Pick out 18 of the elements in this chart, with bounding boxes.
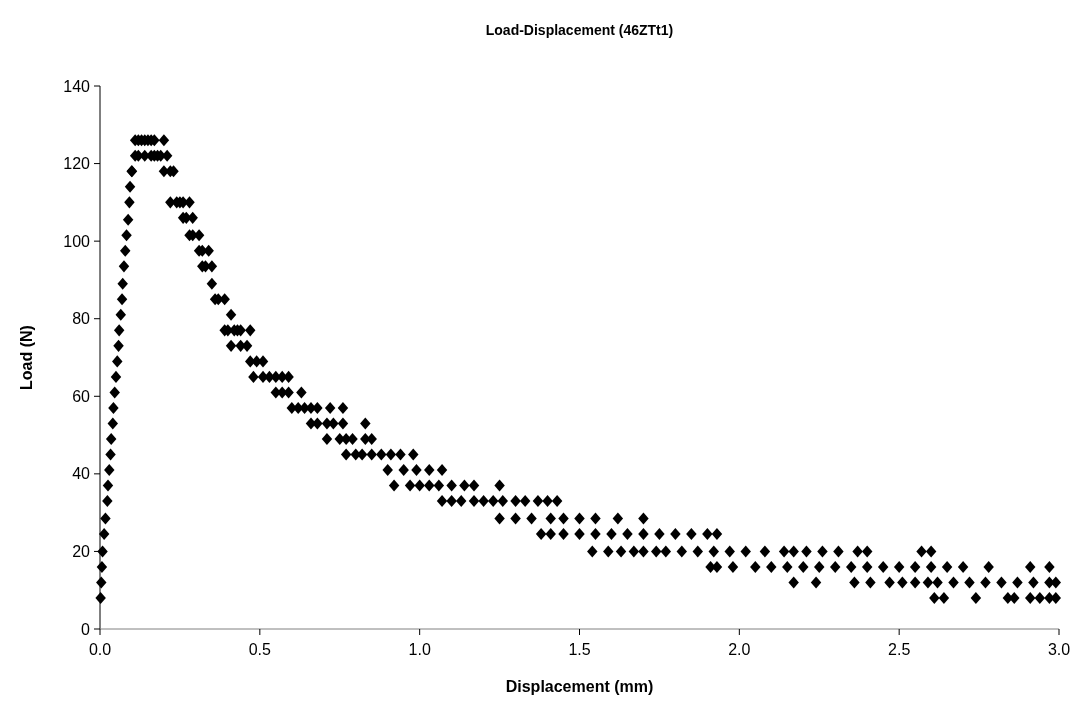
x-tick-label: 0.5 [248,641,272,658]
x-tick-label: 2.0 [728,641,751,658]
y-tick-label: 80 [72,310,91,328]
x-tick-label: 0.0 [88,641,112,658]
y-tick-label: 100 [63,232,91,250]
y-tick-label: 140 [63,77,91,95]
y-axis-title: Load (N) [18,325,35,390]
chart-title: Load-Displacement (46ZTt1) [485,22,674,38]
y-tick-label: 20 [72,543,91,561]
x-axis-title: Displacement (mm) [505,678,654,695]
y-tick-label: 40 [72,465,91,483]
x-tick-label: 1.5 [568,641,591,658]
y-tick-label: 0 [81,620,91,638]
y-tick-label: 120 [63,155,91,173]
x-tick-label: 1.0 [408,641,431,658]
x-tick-label: 2.5 [888,641,911,658]
y-tick-label: 60 [72,387,91,405]
x-tick-label: 3.0 [1047,641,1071,658]
